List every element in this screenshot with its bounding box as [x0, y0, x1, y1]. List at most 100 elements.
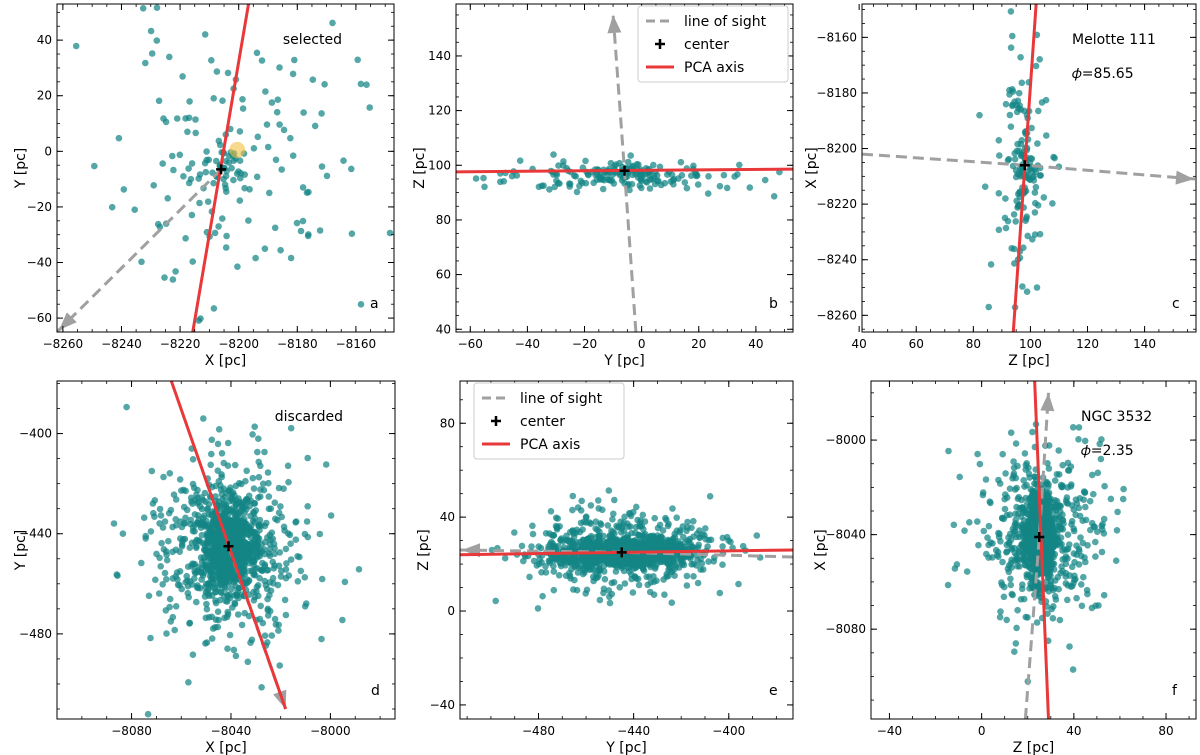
data-point [178, 487, 185, 494]
data-point [578, 497, 585, 505]
data-point [277, 503, 284, 510]
panel-letter: a [370, 296, 379, 312]
data-point [192, 129, 199, 137]
legend-box [637, 5, 789, 83]
data-point [148, 50, 156, 57]
data-point [1066, 541, 1073, 548]
data-point [987, 499, 994, 507]
line-of-sight-arrow [1175, 170, 1194, 185]
data-point [256, 615, 264, 623]
data-point [196, 171, 204, 178]
data-point [627, 152, 634, 159]
data-point [526, 573, 533, 581]
data-point [1081, 489, 1089, 496]
data-point [611, 530, 618, 537]
data-point [1026, 542, 1034, 550]
panel-a: −8260 −8240 −8220 −8200 −8180 −8160 −60 −40 −20 0… [13, 3, 395, 369]
panel-letter: c [1172, 296, 1180, 312]
x-axis-label: X [pc] [205, 740, 247, 755]
data-point [264, 143, 272, 151]
data-point [165, 537, 172, 545]
data-point [1012, 440, 1020, 447]
data-point [650, 578, 658, 585]
data-point [249, 474, 257, 482]
data-point [223, 554, 231, 562]
data-point [204, 551, 211, 559]
y-tick-label: −8260 [816, 308, 857, 322]
data-point [180, 536, 187, 543]
data-point [202, 563, 209, 571]
data-point [944, 581, 952, 589]
data-point [1021, 528, 1029, 535]
data-point [601, 575, 609, 583]
data-point [357, 301, 365, 308]
data-point [996, 480, 1004, 487]
data-point [566, 183, 573, 190]
data-point [282, 545, 290, 553]
data-point [1016, 171, 1023, 178]
data-point [159, 160, 166, 167]
data-point [540, 182, 547, 189]
data-point [1020, 477, 1027, 484]
data-point [1040, 515, 1048, 522]
data-point [1098, 548, 1106, 556]
data-point [239, 500, 247, 508]
data-point [224, 69, 232, 77]
data-point [182, 514, 189, 522]
data-point [1015, 557, 1022, 564]
data-point [180, 173, 187, 180]
data-point [232, 652, 240, 660]
data-point [261, 577, 269, 585]
data-point [316, 227, 324, 234]
x-tick-label: −8220 [160, 337, 201, 351]
data-point [304, 533, 312, 541]
data-point [705, 173, 712, 180]
data-point [684, 518, 691, 526]
x-tick-label: −480 [522, 724, 555, 738]
data-point [529, 522, 536, 530]
data-point [569, 506, 576, 514]
x-tick-label: −60 [458, 337, 483, 351]
x-axis-label: X [pc] [205, 353, 247, 369]
data-point [167, 506, 175, 514]
data-point [161, 569, 169, 577]
data-point [258, 57, 266, 64]
data-point [208, 57, 215, 64]
data-point [203, 605, 211, 613]
data-point [719, 543, 726, 550]
data-point [500, 178, 508, 185]
data-point [234, 548, 242, 556]
data-point [716, 589, 724, 597]
x-tick-label: 80 [966, 337, 981, 351]
data-point [621, 580, 629, 587]
panel-annotation: discarded [275, 409, 343, 425]
data-point [341, 578, 349, 586]
data-point [255, 473, 263, 481]
data-point [666, 563, 674, 570]
data-point [393, 157, 394, 161]
data-point [989, 540, 996, 547]
data-point [698, 560, 706, 567]
data-point [156, 505, 164, 513]
data-point [188, 160, 196, 167]
data-point [311, 122, 319, 130]
y-axis-label: Z [pc] [412, 147, 428, 189]
data-point [1032, 168, 1040, 176]
data-point [1033, 619, 1041, 626]
data-point [1043, 478, 1050, 486]
data-point [966, 519, 973, 526]
x-tick-label: −40 [515, 337, 540, 351]
data-point [275, 627, 282, 634]
data-point [257, 493, 264, 500]
data-point [185, 165, 192, 172]
data-point [156, 520, 163, 527]
data-point [185, 679, 192, 686]
data-point [266, 540, 274, 548]
data-point [277, 573, 285, 580]
data-point [1024, 174, 1032, 182]
data-point [1009, 101, 1016, 108]
data-point [573, 562, 581, 569]
data-point [645, 533, 652, 541]
data-point [147, 27, 155, 35]
data-point [1017, 596, 1025, 603]
